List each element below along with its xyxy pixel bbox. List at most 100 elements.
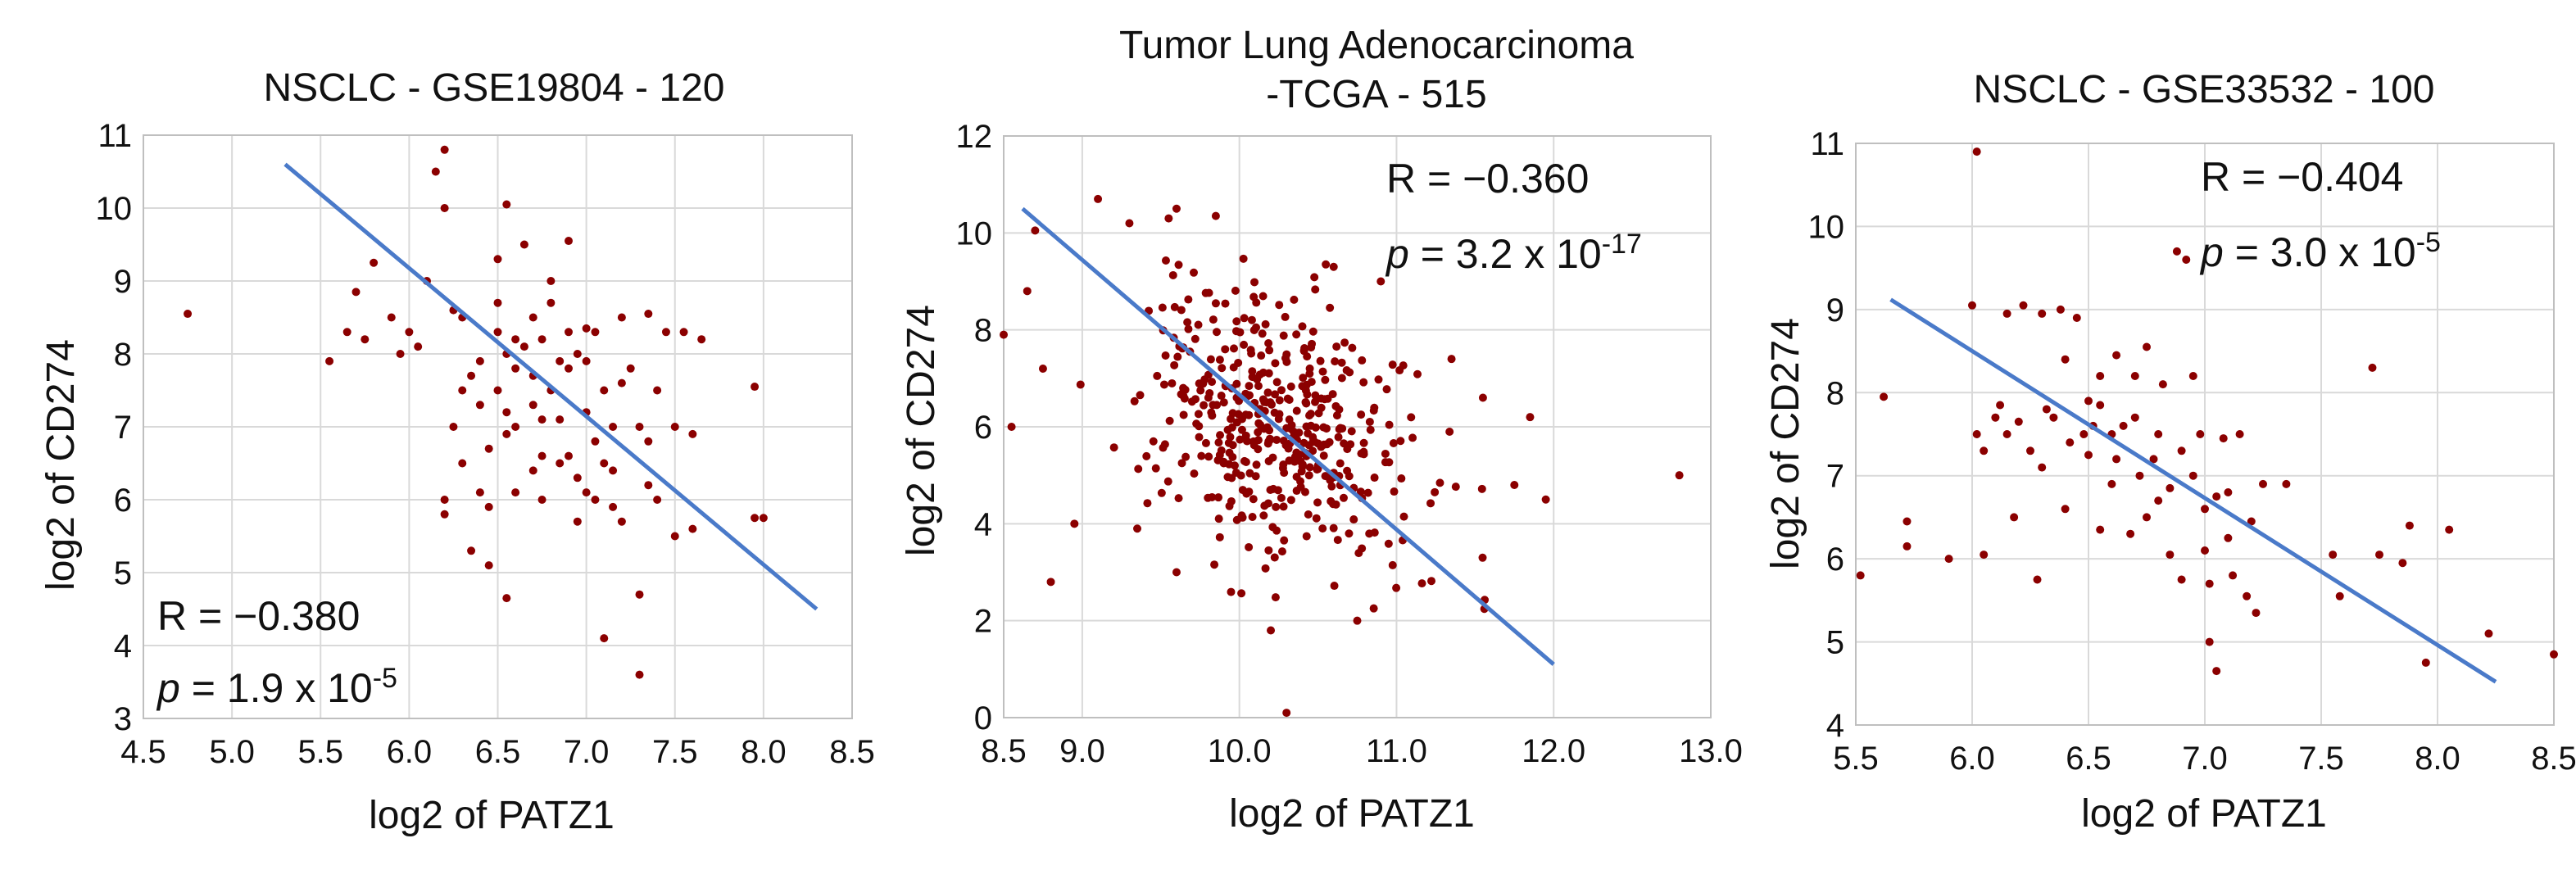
p-text: = 3.0 x 10 bbox=[2223, 229, 2416, 275]
regression-line bbox=[283, 162, 819, 611]
data-point bbox=[1217, 392, 1226, 401]
x-tick-label: 8.0 bbox=[2415, 741, 2460, 777]
data-point bbox=[475, 401, 484, 410]
data-point bbox=[573, 350, 582, 358]
data-point bbox=[1197, 451, 1206, 460]
data-point bbox=[1348, 343, 1357, 352]
data-point bbox=[1903, 517, 1912, 526]
data-point bbox=[528, 466, 537, 475]
data-point bbox=[2259, 479, 2267, 488]
data-point bbox=[1298, 322, 1307, 331]
p-symbol: p bbox=[157, 665, 180, 711]
y-axis-label: log2 of CD274 bbox=[899, 305, 943, 556]
data-point bbox=[537, 496, 546, 504]
data-point bbox=[1308, 327, 1317, 336]
data-point bbox=[1385, 420, 1394, 429]
data-point bbox=[1541, 495, 1550, 504]
data-point bbox=[1369, 406, 1378, 415]
data-point bbox=[670, 423, 679, 431]
data-point bbox=[1259, 511, 1268, 520]
data-point bbox=[414, 342, 423, 351]
y-tick-label: 7 bbox=[1826, 459, 1844, 495]
x-tick-label: 5.0 bbox=[209, 734, 255, 770]
data-point bbox=[1382, 385, 1391, 394]
data-point bbox=[458, 386, 467, 395]
data-point bbox=[1275, 301, 1284, 310]
regression-line bbox=[1021, 206, 1555, 666]
data-point bbox=[2079, 430, 2088, 438]
data-point bbox=[440, 496, 449, 504]
data-point bbox=[1023, 287, 1032, 296]
data-point bbox=[1246, 346, 1255, 355]
data-point bbox=[1279, 502, 1288, 511]
data-point bbox=[609, 423, 618, 431]
data-point bbox=[1277, 493, 1286, 502]
data-point bbox=[1249, 325, 1259, 334]
data-point bbox=[511, 335, 520, 344]
data-point bbox=[2038, 463, 2047, 472]
data-point bbox=[1337, 358, 1346, 367]
y-tick-label: 0 bbox=[974, 700, 992, 736]
data-point bbox=[2130, 372, 2139, 380]
data-point bbox=[1173, 352, 1182, 361]
data-point bbox=[2182, 256, 2191, 264]
data-point bbox=[1143, 499, 1152, 508]
data-point bbox=[1242, 437, 1251, 446]
data-point bbox=[1205, 388, 1214, 397]
data-point bbox=[1310, 273, 1319, 282]
data-point bbox=[582, 488, 591, 497]
y-tick-label: 11 bbox=[98, 118, 132, 154]
data-point bbox=[2166, 483, 2175, 492]
data-point bbox=[565, 451, 573, 460]
data-point bbox=[2550, 650, 2558, 659]
data-point bbox=[1263, 439, 1272, 448]
data-point bbox=[1286, 382, 1295, 391]
plot-frame bbox=[143, 134, 853, 719]
data-point bbox=[2096, 525, 2105, 534]
data-point bbox=[1204, 452, 1213, 461]
x-tick-label: 5.5 bbox=[1833, 741, 1879, 777]
x-tick-label: 6.5 bbox=[475, 734, 521, 770]
data-point bbox=[1311, 391, 1320, 400]
data-point bbox=[1241, 410, 1250, 419]
data-point bbox=[1477, 484, 1486, 493]
y-tick-label: 7 bbox=[114, 410, 132, 446]
data-point bbox=[1254, 382, 1263, 391]
data-point bbox=[1125, 219, 1134, 228]
data-point bbox=[1302, 422, 1311, 431]
data-point bbox=[2205, 637, 2214, 646]
data-point bbox=[1232, 418, 1241, 427]
data-point bbox=[2014, 417, 2023, 426]
data-point bbox=[1359, 438, 1368, 447]
data-point bbox=[2158, 380, 2167, 389]
data-point bbox=[2112, 351, 2121, 360]
data-point bbox=[609, 502, 618, 511]
x-tick-label: 7.5 bbox=[2298, 741, 2344, 777]
data-point bbox=[1345, 472, 1354, 481]
data-point bbox=[1337, 374, 1346, 383]
data-point bbox=[1200, 401, 1209, 410]
data-point bbox=[1157, 488, 1166, 497]
data-point bbox=[1000, 330, 1008, 339]
r-value: −0.360 bbox=[1463, 156, 1590, 202]
data-point bbox=[1261, 319, 1270, 329]
chart-plot-tcga: 8.5 9.0 10.0 11.0 12.0 13.0 0 2 4 6 8 10 12 bbox=[956, 119, 1743, 769]
data-point bbox=[1313, 465, 1322, 474]
chart-title-line1: Tumor Lung Adenocarcinoma bbox=[1119, 24, 1634, 67]
x-tick-label: 8.5 bbox=[829, 734, 875, 770]
data-point bbox=[2205, 579, 2214, 588]
data-point bbox=[1216, 431, 1225, 440]
data-point bbox=[1161, 256, 1170, 265]
data-point bbox=[600, 386, 609, 395]
data-point bbox=[458, 459, 467, 468]
data-point bbox=[1267, 626, 1276, 635]
data-point bbox=[1207, 408, 1216, 417]
data-point bbox=[1303, 390, 1312, 399]
data-point bbox=[1158, 303, 1167, 312]
data-point bbox=[2219, 434, 2228, 443]
data-point bbox=[1257, 351, 1266, 360]
x-tick-label: 7.5 bbox=[652, 734, 698, 770]
data-point bbox=[1307, 378, 1316, 387]
data-point bbox=[653, 496, 662, 504]
data-point bbox=[1236, 471, 1245, 480]
